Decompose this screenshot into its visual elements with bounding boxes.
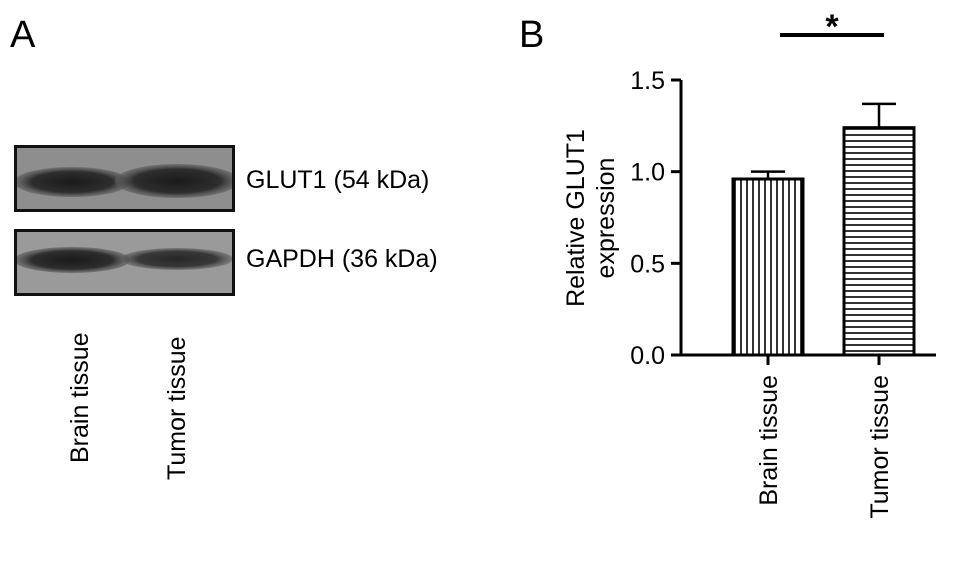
- gapdh-band-label: GAPDH (36 kDa): [246, 245, 438, 273]
- x-tick-label: Tumor tissue: [866, 375, 894, 519]
- x-tick-label: Brain tissue: [755, 375, 783, 506]
- gapdh-blot: [14, 229, 235, 296]
- panel-b-label: B: [519, 14, 545, 56]
- y-tick-label: 1.5: [630, 67, 665, 95]
- y-tick-label: 1.0: [630, 159, 665, 187]
- y-axis-label: Relative GLUT1expression: [562, 129, 620, 307]
- y-axis-label-line: expression: [592, 158, 620, 279]
- y-axis-label-line: Relative GLUT1: [562, 129, 590, 307]
- panel-a-label: A: [10, 14, 36, 56]
- significance-marker: *: [825, 8, 839, 46]
- glut1-blot: [14, 145, 235, 212]
- bar: [731, 177, 805, 357]
- glut1-band-label: GLUT1 (54 kDa): [246, 166, 430, 194]
- bar: [842, 126, 916, 357]
- y-tick-label: 0.5: [630, 250, 665, 278]
- y-tick-label: 0.0: [630, 342, 665, 370]
